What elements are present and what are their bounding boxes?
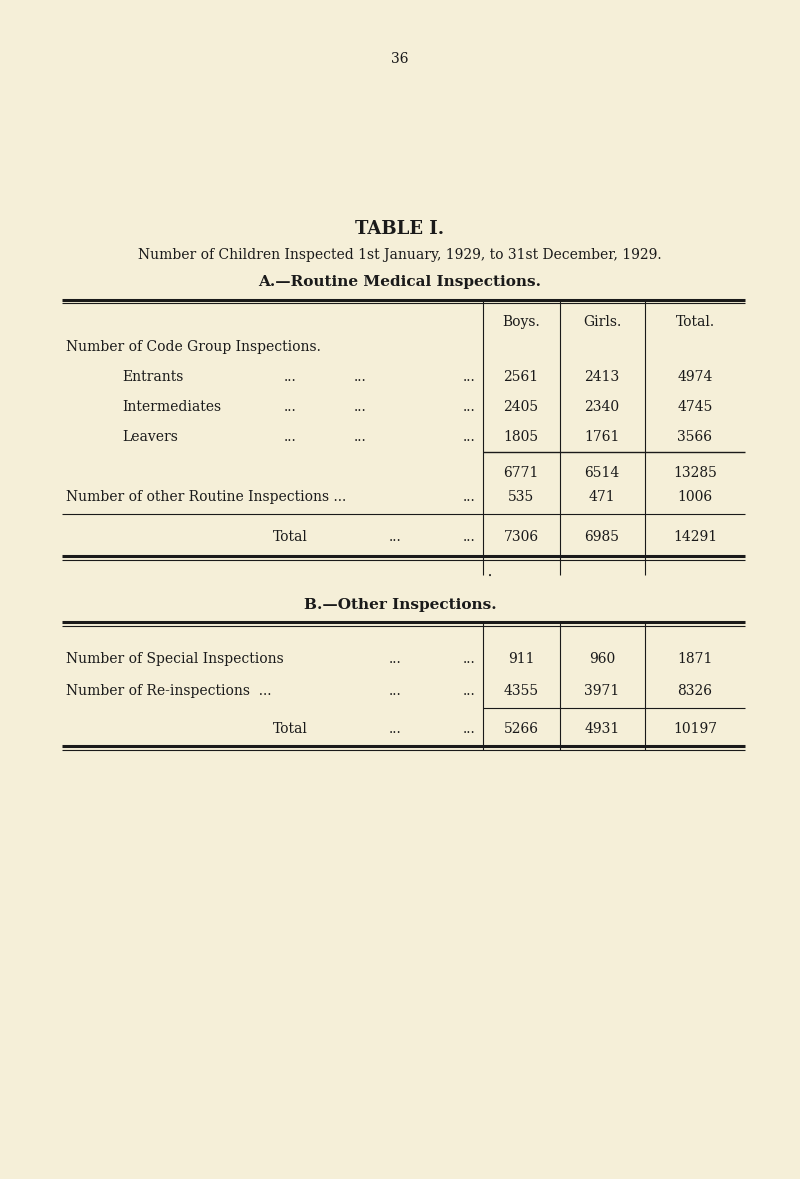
Text: B.—Other Inspections.: B.—Other Inspections.	[304, 598, 496, 612]
Text: ...: ...	[389, 684, 402, 698]
Text: ...: ...	[284, 370, 296, 384]
Text: 5266: 5266	[503, 722, 538, 736]
Text: ...: ...	[389, 531, 402, 544]
Text: 3566: 3566	[678, 430, 713, 444]
Text: 2405: 2405	[503, 400, 538, 414]
Text: 36: 36	[391, 52, 409, 66]
Text: ...: ...	[462, 490, 475, 503]
Text: ...: ...	[462, 531, 475, 544]
Text: Number of Special Inspections: Number of Special Inspections	[66, 652, 284, 666]
Text: A.—Routine Medical Inspections.: A.—Routine Medical Inspections.	[258, 275, 542, 289]
Text: 4931: 4931	[584, 722, 620, 736]
Text: Total: Total	[273, 722, 307, 736]
Text: ...: ...	[462, 370, 475, 384]
Text: Number of other Routine Inspections ...: Number of other Routine Inspections ...	[66, 490, 346, 503]
Text: ...: ...	[284, 430, 296, 444]
Text: ...: ...	[462, 400, 475, 414]
Text: ...: ...	[284, 400, 296, 414]
Text: Boys.: Boys.	[502, 315, 540, 329]
Text: ...: ...	[462, 722, 475, 736]
Text: •: •	[488, 572, 492, 580]
Text: 2561: 2561	[503, 370, 538, 384]
Text: 960: 960	[589, 652, 615, 666]
Text: 4745: 4745	[678, 400, 713, 414]
Text: Leavers: Leavers	[122, 430, 178, 444]
Text: Intermediates: Intermediates	[122, 400, 221, 414]
Text: 2340: 2340	[585, 400, 619, 414]
Text: TABLE I.: TABLE I.	[355, 220, 445, 238]
Text: ...: ...	[462, 652, 475, 666]
Text: Girls.: Girls.	[583, 315, 621, 329]
Text: 6771: 6771	[503, 466, 538, 480]
Text: 911: 911	[508, 652, 534, 666]
Text: ...: ...	[462, 430, 475, 444]
Text: 1871: 1871	[678, 652, 713, 666]
Text: 535: 535	[508, 490, 534, 503]
Text: Number of Children Inspected 1st January, 1929, to 31st December, 1929.: Number of Children Inspected 1st January…	[138, 248, 662, 262]
Text: 3971: 3971	[584, 684, 620, 698]
Text: ...: ...	[354, 370, 366, 384]
Text: 6985: 6985	[585, 531, 619, 544]
Text: 4355: 4355	[503, 684, 538, 698]
Text: 1006: 1006	[678, 490, 713, 503]
Text: ...: ...	[354, 430, 366, 444]
Text: 1761: 1761	[584, 430, 620, 444]
Text: Number of Re-inspections  ...: Number of Re-inspections ...	[66, 684, 271, 698]
Text: 10197: 10197	[673, 722, 717, 736]
Text: Entrants: Entrants	[122, 370, 183, 384]
Text: 8326: 8326	[678, 684, 713, 698]
Text: 14291: 14291	[673, 531, 717, 544]
Text: 4974: 4974	[678, 370, 713, 384]
Text: 7306: 7306	[503, 531, 538, 544]
Text: Number of Code Group Inspections.: Number of Code Group Inspections.	[66, 340, 321, 354]
Text: 6514: 6514	[584, 466, 620, 480]
Text: ...: ...	[389, 652, 402, 666]
Text: Total: Total	[273, 531, 307, 544]
Text: ...: ...	[462, 684, 475, 698]
Text: 471: 471	[589, 490, 615, 503]
Text: 13285: 13285	[673, 466, 717, 480]
Text: 1805: 1805	[503, 430, 538, 444]
Text: ...: ...	[389, 722, 402, 736]
Text: ...: ...	[354, 400, 366, 414]
Text: 2413: 2413	[584, 370, 620, 384]
Text: Total.: Total.	[675, 315, 714, 329]
